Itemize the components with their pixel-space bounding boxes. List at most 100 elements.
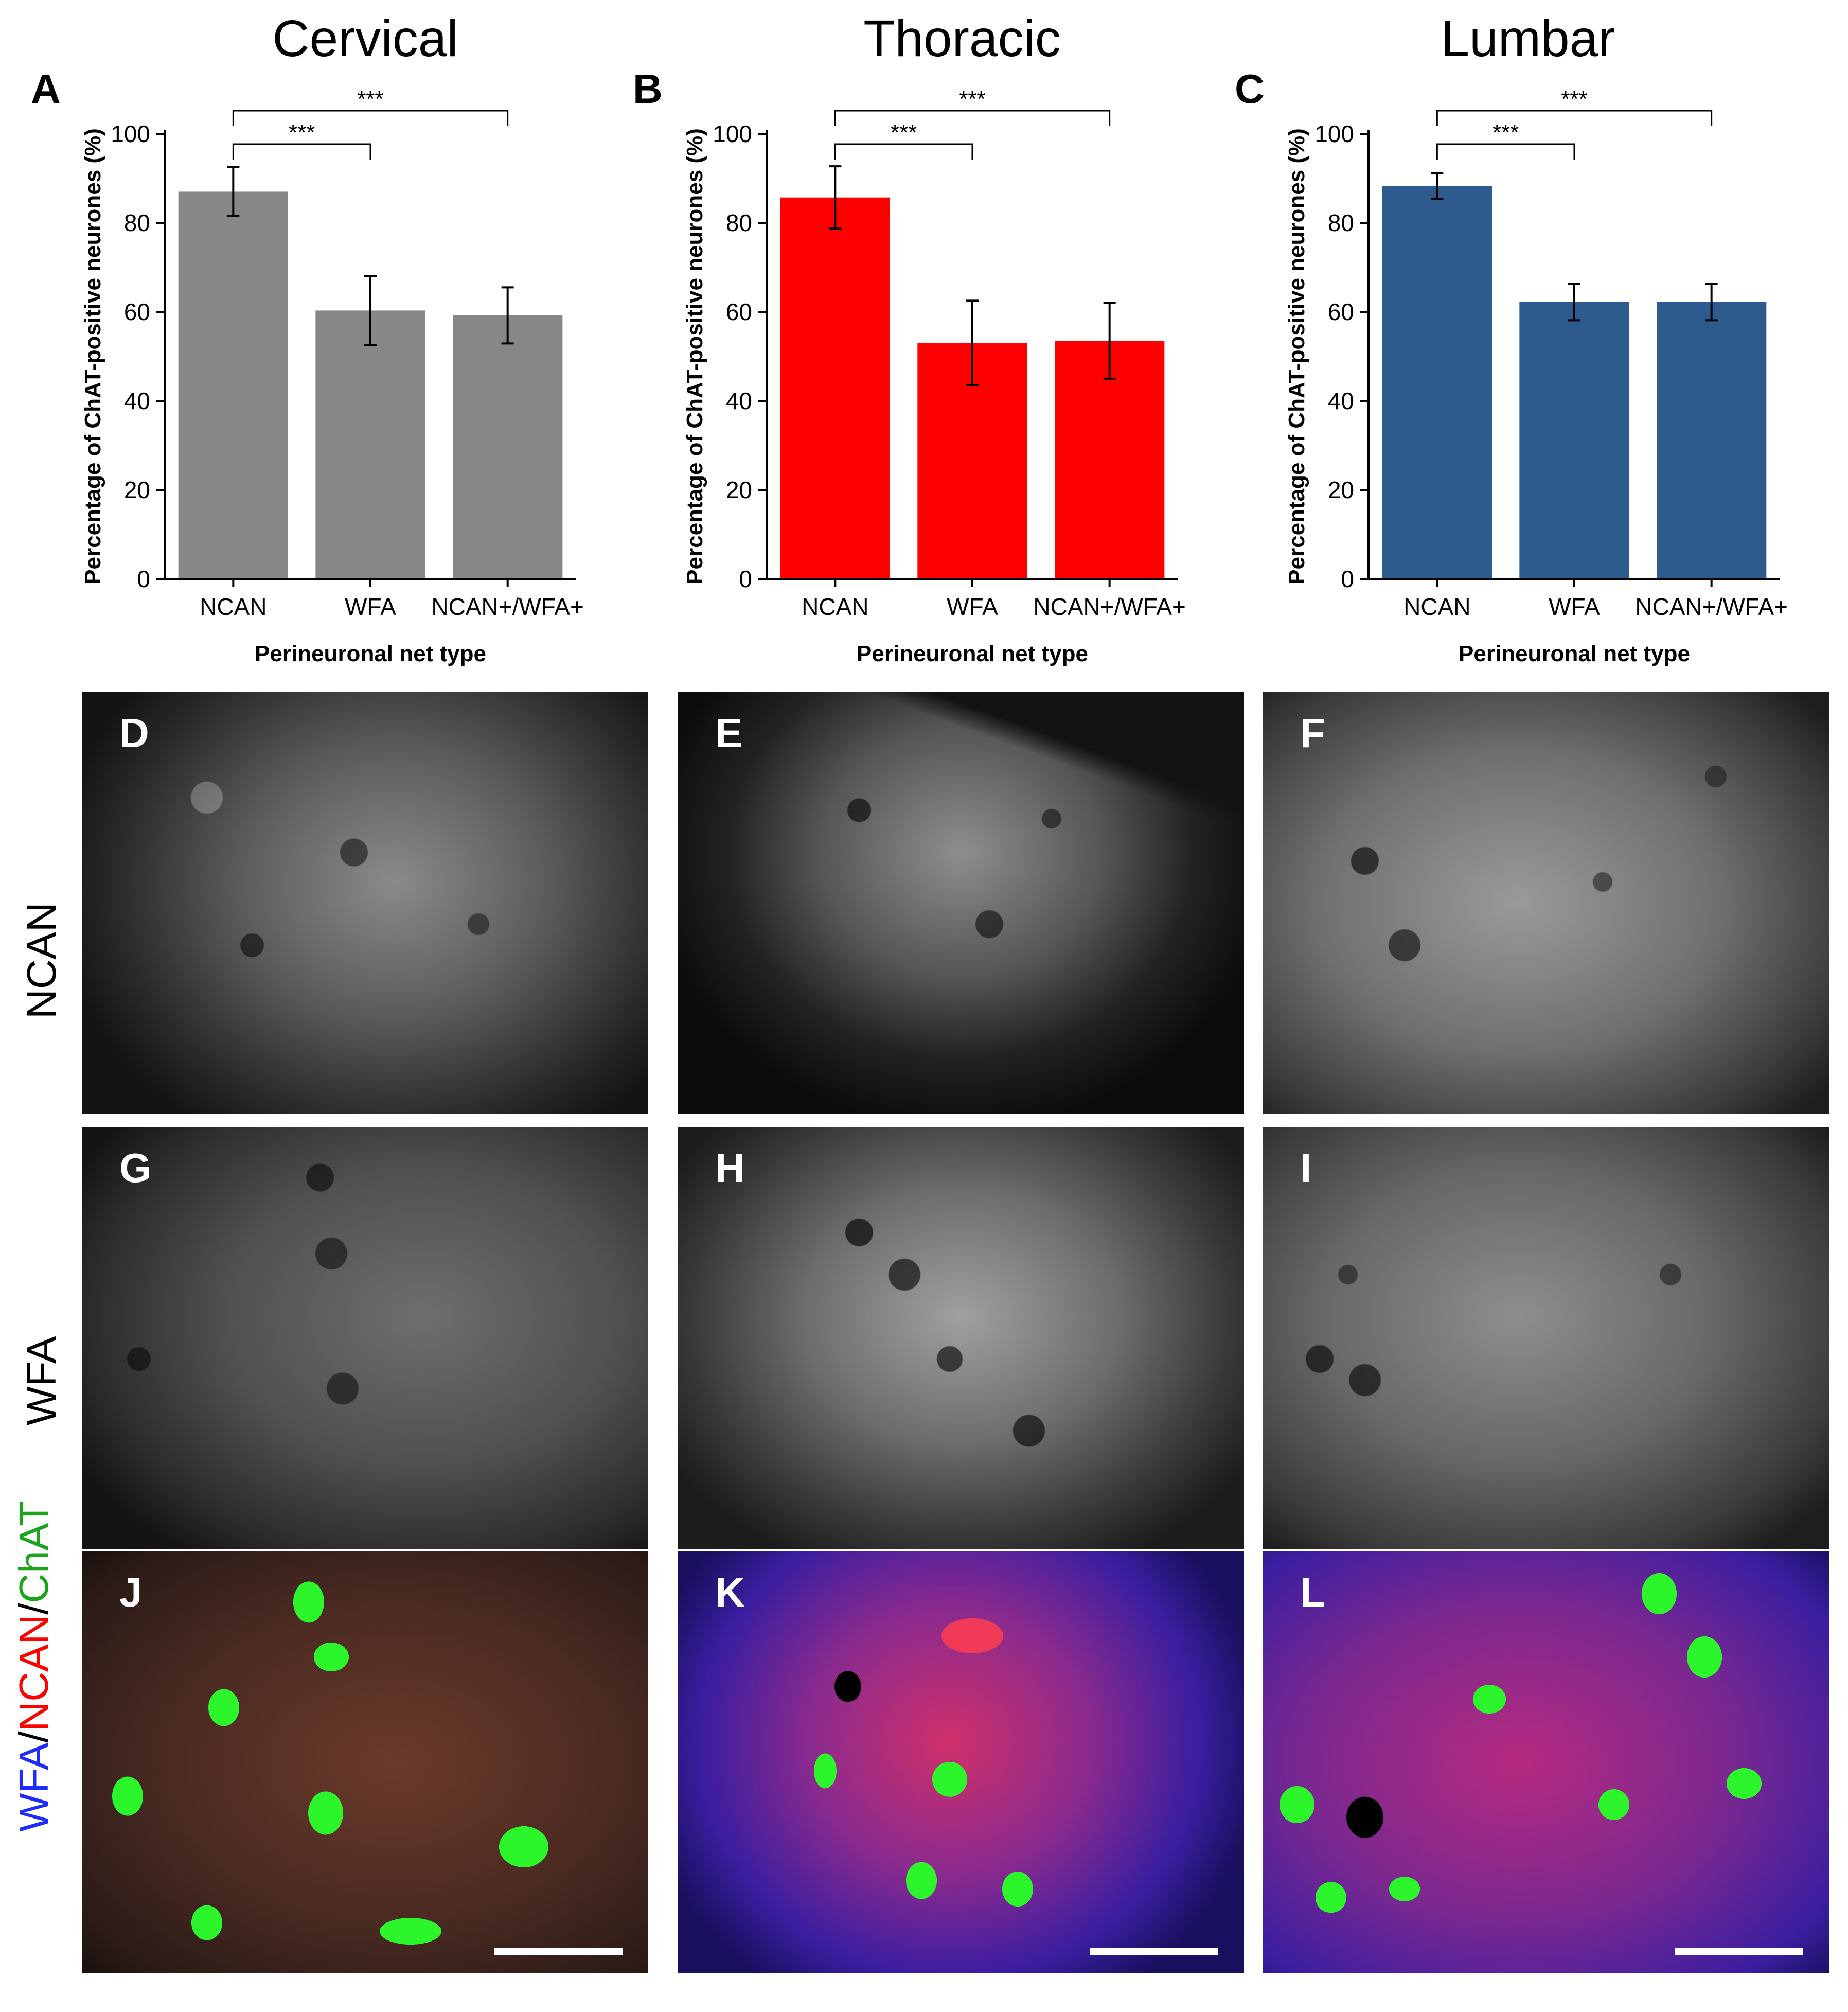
y-axis-title: Percentage of ChAT-positive neurones (%) xyxy=(1284,128,1309,585)
significance-label: *** xyxy=(1561,86,1587,112)
micrograph-panel-k: K xyxy=(678,1551,1244,1973)
x-axis-title: Perineuronal net type xyxy=(857,641,1088,666)
error-bar xyxy=(1568,283,1580,322)
panel-label-h: H xyxy=(715,1145,745,1191)
micrograph-panel-e: E xyxy=(678,692,1244,1114)
error-bar xyxy=(227,166,240,218)
error-bar xyxy=(1431,172,1444,200)
x-tick-label: WFA xyxy=(1549,593,1600,620)
bar-chart-lumbar: C 0 20 40 60 80 100 NCAN WFA NCAN+/WFA+ Perineuron… xyxy=(1235,66,1788,666)
error-bar xyxy=(1705,283,1718,322)
y-tick-label: 0 xyxy=(137,566,150,592)
y-tick-label: 60 xyxy=(1328,298,1354,325)
y-tick-label: 80 xyxy=(1328,209,1354,236)
x-tick-label: NCAN xyxy=(200,593,266,620)
y-tick-label: 60 xyxy=(124,298,150,325)
scale-bar-k xyxy=(1090,1948,1218,1955)
micrograph-panel-j: J xyxy=(82,1551,648,1973)
panel-label-b: B xyxy=(633,66,663,112)
panel-label-l: L xyxy=(1300,1569,1325,1615)
significance-bracket xyxy=(232,110,509,126)
scale-bar-l xyxy=(1675,1948,1803,1955)
bar-wfa xyxy=(315,310,425,579)
micrograph-panel-f: F xyxy=(1263,692,1829,1114)
error-bar xyxy=(829,165,842,230)
x-tick-label: NCAN+/WFA+ xyxy=(431,593,584,620)
micrograph-panel-h: H xyxy=(678,1127,1244,1549)
bar-ncan-wfa- xyxy=(453,315,563,579)
panel-label-k: K xyxy=(715,1569,745,1615)
significance-bracket xyxy=(232,143,371,160)
bar-ncan xyxy=(780,197,890,579)
y-tick-label: 60 xyxy=(726,298,752,325)
y-axis-title: Percentage of ChAT-positive neurones (%) xyxy=(682,128,707,585)
micrograph-panel-i: I xyxy=(1263,1127,1829,1549)
bar-ncan xyxy=(1382,186,1492,579)
merge-label-chat: ChAT xyxy=(11,1501,57,1603)
error-bar xyxy=(966,299,979,386)
y-tick-label: 20 xyxy=(124,476,150,503)
column-title-cervical: Cervical xyxy=(272,10,458,67)
y-tick-label: 40 xyxy=(726,387,752,414)
merge-label-wfa: WFA xyxy=(11,1742,57,1832)
y-tick-label: 0 xyxy=(1341,566,1354,592)
bar-ncan-wfa- xyxy=(1055,341,1165,579)
column-title-lumbar: Lumbar xyxy=(1441,10,1615,67)
panel-label-i: I xyxy=(1300,1145,1312,1191)
row-label-wfa: WFA xyxy=(19,1336,64,1425)
significance-bracket xyxy=(1436,110,1713,126)
bar-wfa xyxy=(1519,302,1629,579)
bar-chart-cervical: A 0 20 40 60 80 100 NCAN WFA NCAN+/WFA+ Perineuron… xyxy=(31,66,584,666)
bar-ncan-wfa- xyxy=(1657,302,1767,579)
significance-bracket xyxy=(834,143,973,160)
bar-ncan xyxy=(178,191,288,579)
significance-label: *** xyxy=(1492,120,1519,145)
x-tick-label: WFA xyxy=(345,593,396,620)
micrograph-panel-l: L xyxy=(1263,1551,1829,1973)
row-label-merge: WFA/NCAN/ChAT xyxy=(10,1501,58,1832)
panel-label-g: G xyxy=(119,1145,152,1191)
merge-label-sep-1: / xyxy=(11,1731,57,1743)
x-tick-label: NCAN+/WFA+ xyxy=(1033,593,1186,620)
error-bar xyxy=(501,286,514,345)
significance-bracket xyxy=(1436,143,1575,160)
micrograph-panel-d: D xyxy=(82,692,648,1114)
panel-label-j: J xyxy=(119,1569,143,1615)
y-axis-title: Percentage of ChAT-positive neurones (%) xyxy=(80,128,105,585)
row-label-ncan: NCAN xyxy=(19,902,64,1019)
panel-label-c: C xyxy=(1235,66,1265,112)
scale-bar-j xyxy=(494,1948,623,1955)
micrograph-panel-g: G xyxy=(82,1127,648,1549)
x-tick-label: NCAN xyxy=(802,593,868,620)
panel-label-e: E xyxy=(715,710,743,756)
y-tick-label: 20 xyxy=(726,476,752,503)
y-tick-label: 100 xyxy=(713,120,752,147)
x-axis-title: Perineuronal net type xyxy=(255,641,486,666)
significance-label: *** xyxy=(289,120,315,145)
error-bar xyxy=(1103,302,1116,380)
merge-label-ncan: NCAN xyxy=(11,1614,57,1732)
panel-label-a: A xyxy=(31,66,61,112)
panel-label-d: D xyxy=(119,710,149,756)
panel-label-f: F xyxy=(1300,710,1325,756)
error-bar xyxy=(364,275,377,346)
significance-label: *** xyxy=(357,86,383,112)
y-tick-label: 100 xyxy=(1314,120,1354,147)
bar-chart-thoracic: B 0 20 40 60 80 100 NCAN WFA NCAN+/WFA+ Perineuron… xyxy=(633,66,1186,666)
y-tick-label: 100 xyxy=(111,120,150,147)
y-tick-label: 40 xyxy=(1328,387,1354,414)
x-tick-label: NCAN xyxy=(1403,593,1470,620)
y-tick-label: 0 xyxy=(739,566,752,592)
y-tick-label: 40 xyxy=(124,387,150,414)
x-axis-title: Perineuronal net type xyxy=(1459,641,1690,666)
merge-label-sep-2: / xyxy=(11,1603,57,1615)
x-tick-label: WFA xyxy=(947,593,998,620)
significance-bracket xyxy=(834,110,1111,126)
x-tick-label: NCAN+/WFA+ xyxy=(1635,593,1788,620)
significance-label: *** xyxy=(891,120,917,145)
y-tick-label: 20 xyxy=(1328,476,1354,503)
significance-label: *** xyxy=(959,86,985,112)
y-tick-label: 80 xyxy=(726,209,752,236)
column-title-thoracic: Thoracic xyxy=(863,10,1061,67)
